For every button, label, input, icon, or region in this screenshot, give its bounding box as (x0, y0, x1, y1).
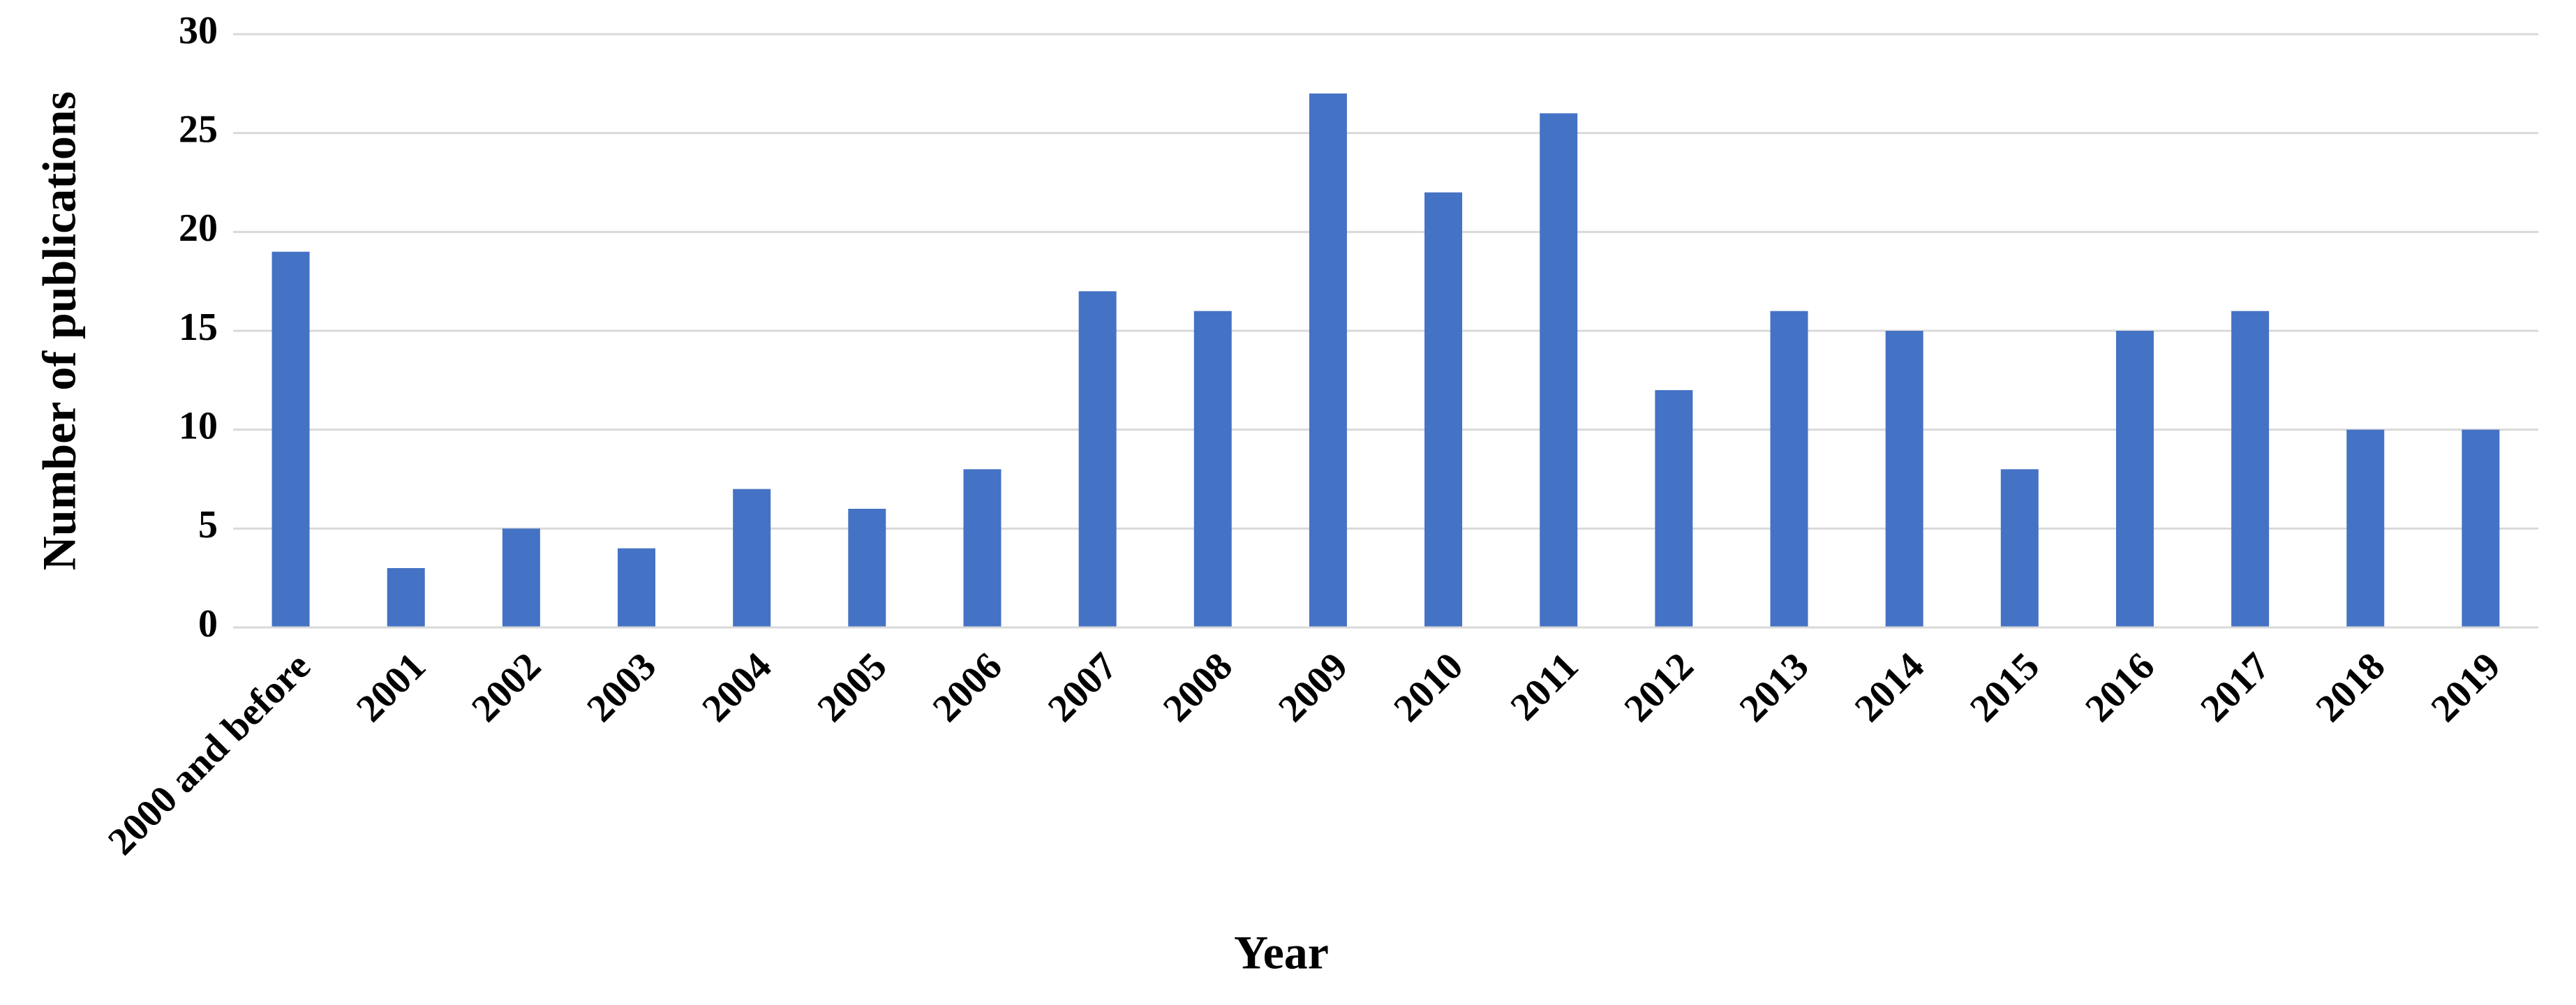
x-tick-label: 2016 (2077, 644, 2163, 730)
y-tick-label: 30 (179, 9, 218, 52)
y-axis-title: Number of publications (33, 91, 86, 570)
bar (271, 251, 310, 628)
bar (1309, 94, 1347, 627)
bar (1770, 311, 1808, 627)
bar (2346, 429, 2385, 627)
x-tick-label: 2008 (1155, 644, 1241, 730)
bar (618, 548, 656, 627)
x-tick-label: 2017 (2192, 644, 2278, 730)
bar (502, 528, 540, 627)
y-tick-label: 0 (198, 602, 218, 646)
x-tick-label: 2014 (1847, 644, 1933, 730)
bar (1193, 311, 1232, 627)
bar (1424, 192, 1463, 628)
bar (1655, 390, 1693, 627)
y-tick-label: 25 (179, 108, 218, 151)
bar (733, 489, 771, 627)
x-tick-label: 2013 (1732, 644, 1817, 730)
bar (2115, 331, 2154, 627)
y-tick-label: 20 (179, 207, 218, 250)
bar (963, 469, 1002, 627)
x-tick-label: 2007 (1040, 644, 1126, 730)
x-tick-label: 2002 (463, 644, 549, 730)
x-tick-label: 2000 and before (100, 644, 319, 863)
bar (2000, 469, 2039, 627)
x-tick-label: 2009 (1270, 644, 1356, 730)
x-tick-label: 2005 (810, 644, 895, 730)
x-tick-label: 2004 (694, 644, 780, 730)
x-tick-label: 2006 (925, 644, 1011, 730)
x-tick-label: 2012 (1616, 644, 1702, 730)
x-tick-label: 2010 (1385, 644, 1471, 730)
bar (1540, 113, 1578, 628)
y-tick-label: 15 (179, 306, 218, 349)
x-tick-label: 2011 (1503, 644, 1587, 729)
x-tick-label: 2015 (1962, 644, 2048, 730)
bar (2462, 429, 2500, 627)
bar (2231, 311, 2270, 627)
x-tick-label: 2019 (2423, 644, 2509, 730)
x-axis-title: Year (1234, 926, 1329, 979)
bar (387, 568, 425, 627)
bar (1078, 291, 1117, 627)
x-tick-label: 2003 (579, 644, 664, 730)
bar (848, 509, 886, 627)
x-tick-label: 2001 (348, 644, 434, 730)
bar (1885, 331, 1923, 627)
y-tick-label: 5 (198, 503, 218, 546)
x-tick-label: 2018 (2308, 644, 2394, 730)
y-tick-label: 10 (179, 405, 218, 448)
